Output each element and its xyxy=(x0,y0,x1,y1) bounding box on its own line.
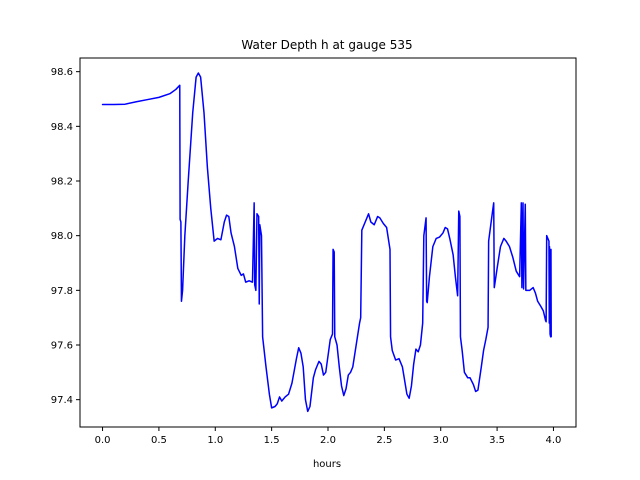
x-tick-label: 0.0 xyxy=(95,435,111,446)
x-tick-label: 4.0 xyxy=(546,435,562,446)
x-tick-label: 3.0 xyxy=(433,435,449,446)
series-group xyxy=(101,72,552,413)
y-tick-label: 98.6 xyxy=(51,67,73,78)
series-line-0 xyxy=(101,72,552,413)
y-tick-label: 97.6 xyxy=(51,341,73,352)
x-tick-label: 2.5 xyxy=(376,435,392,446)
x-tick-label: 2.0 xyxy=(320,435,336,446)
y-tick-label: 98.0 xyxy=(51,231,73,242)
y-tick-label: 98.4 xyxy=(51,122,73,133)
x-axis-label: hours xyxy=(313,459,341,470)
y-tick-label: 98.2 xyxy=(51,177,73,188)
chart-title: Water Depth h at gauge 535 xyxy=(241,38,412,52)
x-tick-label: 3.5 xyxy=(489,435,505,446)
y-tick-label: 97.8 xyxy=(51,286,73,297)
x-tick-label: 1.5 xyxy=(264,435,280,446)
y-axis: 97.4 97.6 97.8 98.0 98.2 98.4 98.6 xyxy=(51,67,80,406)
x-tick-label: 1.0 xyxy=(207,435,223,446)
x-tick-label: 0.5 xyxy=(151,435,167,446)
x-axis: 0.0 0.5 1.0 1.5 2.0 2.5 3.0 3.5 4.0 xyxy=(95,427,562,446)
y-tick-label: 97.4 xyxy=(51,395,73,406)
plot-area xyxy=(79,57,577,428)
